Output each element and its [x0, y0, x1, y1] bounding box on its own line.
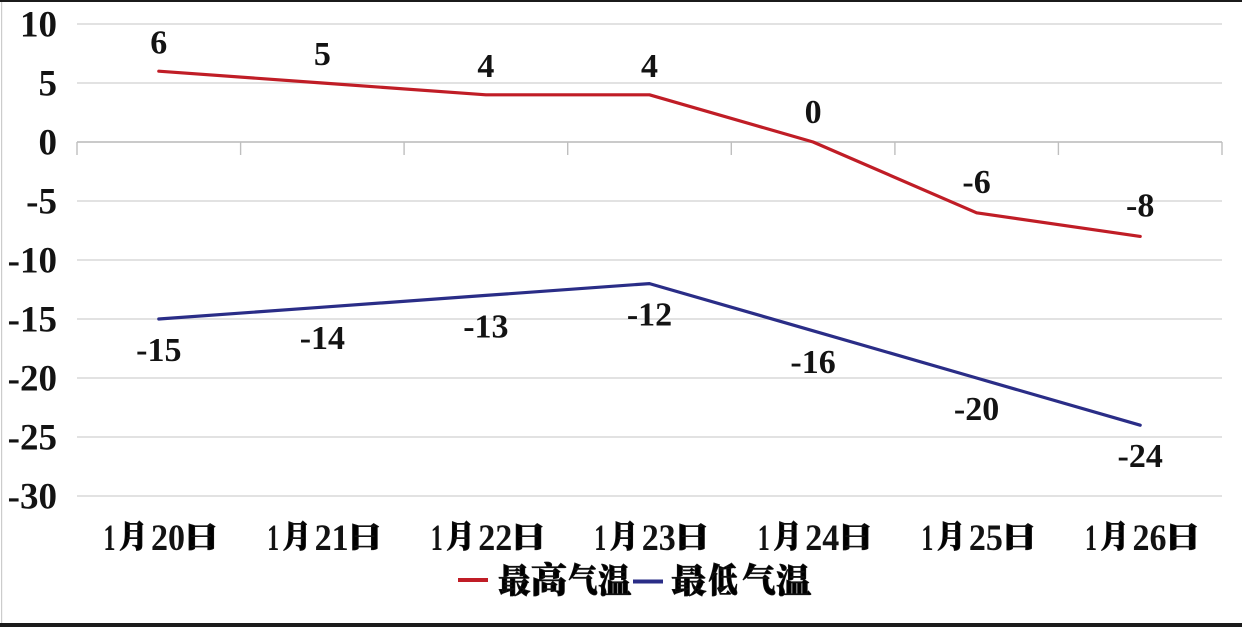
svg-text:-20: -20 [8, 359, 57, 400]
svg-text:24: 24 [805, 518, 839, 559]
svg-text:-15: -15 [8, 300, 57, 341]
svg-text:22: 22 [478, 518, 512, 559]
svg-text:-6: -6 [962, 164, 990, 201]
svg-text:-5: -5 [26, 182, 57, 223]
svg-text:5: 5 [314, 36, 331, 73]
svg-text:-14: -14 [300, 320, 345, 357]
svg-text:1: 1 [594, 518, 606, 559]
svg-text:25: 25 [969, 518, 1003, 559]
svg-text:1: 1 [267, 518, 279, 559]
svg-text:0: 0 [805, 94, 822, 131]
svg-text:-24: -24 [1118, 438, 1163, 475]
svg-text:20: 20 [151, 518, 185, 559]
svg-text:-30: -30 [8, 477, 57, 518]
svg-text:1: 1 [758, 518, 770, 559]
svg-text:-13: -13 [463, 308, 508, 345]
svg-text:6: 6 [150, 25, 167, 62]
svg-text:1: 1 [1085, 518, 1097, 559]
svg-text:-20: -20 [954, 391, 999, 428]
svg-text:1: 1 [104, 518, 116, 559]
svg-text:1: 1 [431, 518, 443, 559]
svg-text:-8: -8 [1126, 187, 1154, 224]
svg-text:26: 26 [1133, 518, 1167, 559]
svg-text:4: 4 [641, 48, 658, 85]
svg-text:-16: -16 [790, 344, 835, 381]
svg-text:21: 21 [315, 518, 349, 559]
svg-text:0: 0 [39, 123, 58, 164]
svg-text:5: 5 [39, 64, 58, 105]
svg-text:23: 23 [642, 518, 676, 559]
svg-text:1: 1 [921, 518, 933, 559]
svg-text:-25: -25 [8, 418, 57, 459]
svg-text:4: 4 [477, 48, 494, 85]
svg-text:-15: -15 [136, 332, 181, 369]
svg-text:-10: -10 [8, 241, 57, 282]
svg-text:-12: -12 [627, 297, 672, 334]
svg-text:10: 10 [20, 5, 57, 46]
